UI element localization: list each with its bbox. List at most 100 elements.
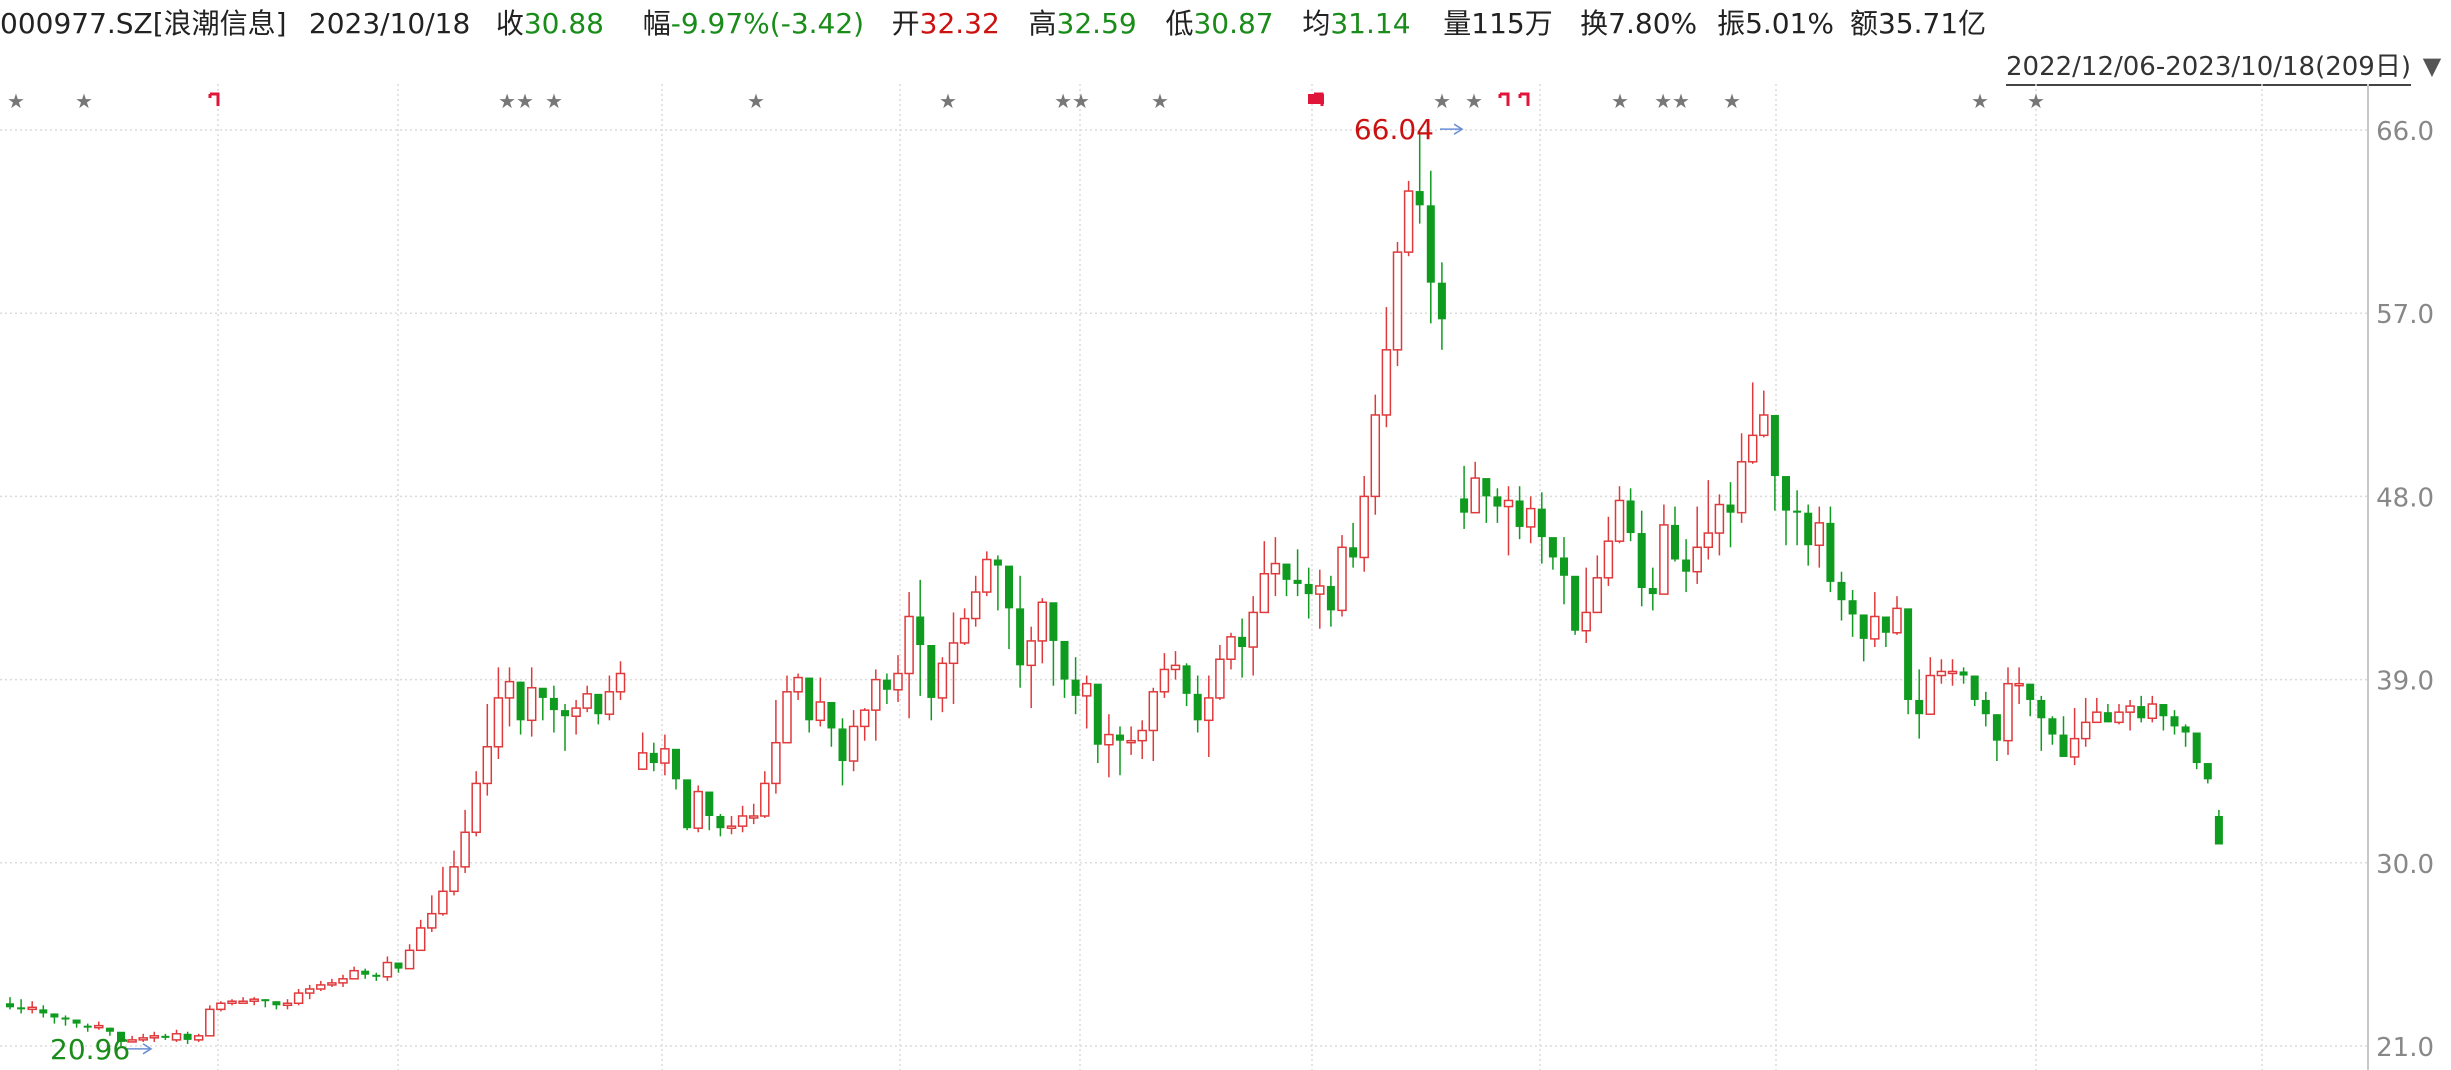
average-price: 均31.14	[1302, 0, 1434, 48]
event-star-icon: ★	[545, 89, 563, 113]
candle-up	[1204, 697, 1214, 722]
candle-up	[937, 662, 948, 699]
candle-up	[438, 890, 448, 915]
candle-up	[1870, 615, 1880, 640]
candle-down	[2170, 716, 2179, 727]
candle-down	[1460, 498, 1469, 513]
candle-up	[504, 680, 515, 699]
candle-down	[1626, 500, 1635, 534]
high-value: 32.59	[1056, 7, 1137, 40]
turnover-rate: 换7.80%	[1580, 0, 1708, 48]
event-star-icon: ★★	[498, 89, 534, 113]
candle-up	[1359, 495, 1369, 559]
candle-up	[1614, 499, 1625, 542]
candle-down	[1915, 699, 1924, 715]
candle-up	[238, 1000, 248, 1004]
max-arrow-head	[1453, 123, 1464, 135]
stock-code: 000977.SZ[浪潮信息]	[0, 7, 287, 40]
event-star-icon: ★	[939, 89, 957, 113]
candle-down	[1682, 559, 1691, 572]
candle-up	[493, 697, 504, 748]
candle-up	[205, 1008, 215, 1037]
candle-up	[227, 1000, 237, 1005]
candle-up	[404, 949, 415, 970]
avg-value: 31.14	[1330, 7, 1411, 40]
candle-down	[50, 1013, 59, 1018]
candle-down	[372, 974, 381, 977]
candle-down	[672, 748, 680, 780]
candle-down	[105, 1027, 114, 1032]
change-label: 幅	[642, 7, 671, 40]
candle-down	[39, 1009, 48, 1014]
candle-down	[1959, 671, 1968, 676]
candle-down	[2159, 704, 2168, 717]
candle-down	[1282, 563, 1291, 580]
candle-down	[805, 677, 814, 721]
volume: 量115万	[1443, 0, 1571, 48]
candle-down	[1349, 547, 1358, 558]
min-arrow-head	[142, 1043, 153, 1055]
open-price: 开32.32	[892, 0, 1020, 48]
candle-down	[6, 1003, 14, 1008]
candle-down	[1793, 510, 1802, 513]
candle-up	[127, 1039, 137, 1043]
event-star-icon: ★	[1151, 89, 1169, 113]
date-range-selector[interactable]: 2022/12/06-2023/10/18(209日)	[2005, 50, 2411, 86]
candle-down	[1326, 585, 1335, 611]
amount: 额35.71亿	[1850, 0, 1986, 48]
candle-up	[1736, 461, 1747, 514]
candle-down	[2203, 763, 2212, 780]
candle-down	[1848, 600, 1857, 615]
candle-down	[17, 1007, 26, 1010]
y-tick-label: 57.0	[2376, 300, 2434, 330]
event-flag-icon	[208, 92, 220, 106]
candle-up	[1315, 585, 1325, 595]
candle-up	[471, 782, 481, 834]
candle-up	[282, 1002, 293, 1007]
triangle-down-icon[interactable]: ▼	[2422, 52, 2442, 80]
candle-up	[316, 984, 326, 990]
avg-label: 均	[1302, 7, 1331, 40]
candle-down	[1426, 205, 1435, 283]
candle-down	[1182, 665, 1191, 694]
candle-down	[1193, 693, 1202, 721]
candle-down	[2059, 734, 2068, 757]
candle-down	[1859, 614, 1868, 639]
candle-down	[2214, 815, 2223, 845]
candle-up	[1503, 499, 1514, 508]
candle-up	[793, 676, 803, 693]
turnover-label: 换	[1580, 7, 1609, 40]
candle-down	[361, 970, 370, 975]
candle-down	[649, 752, 658, 764]
candle-down	[1648, 588, 1657, 595]
candle-down	[1060, 640, 1069, 680]
candle-down	[1016, 608, 1025, 666]
candle-down	[1482, 478, 1491, 497]
candle-down	[1515, 500, 1524, 527]
candle-up	[693, 790, 703, 829]
candle-up	[771, 741, 781, 785]
candle-up	[1215, 658, 1225, 699]
candle-down	[1293, 579, 1302, 584]
candle-up	[848, 725, 859, 762]
candle-down	[1637, 533, 1646, 588]
candle-down	[161, 1035, 170, 1038]
candle-up	[1925, 674, 1936, 715]
candle-down	[1904, 608, 1913, 700]
candle-up	[94, 1024, 104, 1029]
candle-down	[2037, 699, 2046, 719]
event-star-icon: ★	[1611, 89, 1629, 113]
candle-up	[726, 825, 737, 829]
candle-up	[427, 912, 437, 929]
y-tick-label: 30.0	[2376, 850, 2434, 880]
candle-up	[415, 927, 426, 952]
candle-down	[1881, 616, 1890, 633]
candle-down	[61, 1017, 70, 1020]
low-label: 低	[1165, 7, 1194, 40]
candle-up	[249, 998, 259, 1002]
event-star-icon: ★★	[1054, 89, 1090, 113]
candle-down	[1437, 282, 1446, 320]
turnover-value: 7.80%	[1608, 7, 1698, 40]
candle-down	[183, 1033, 192, 1040]
candle-up	[1226, 636, 1236, 660]
